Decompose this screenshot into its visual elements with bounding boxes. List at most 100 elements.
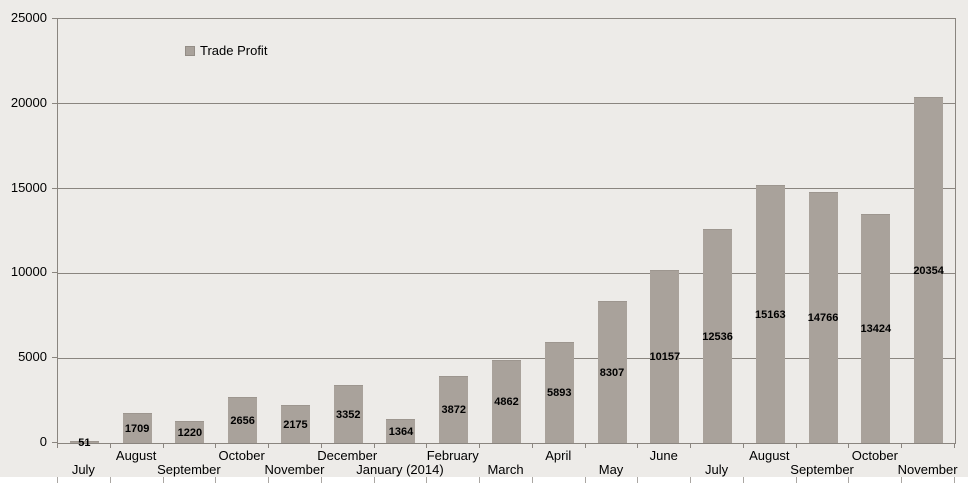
- x-axis-tick: [426, 443, 427, 448]
- bar-value-label: 14766: [807, 312, 839, 324]
- bottom-strip-tick: [163, 477, 164, 483]
- x-axis-label: October: [218, 448, 265, 463]
- bar-november[interactable]: [281, 405, 310, 443]
- gridline: [58, 188, 955, 190]
- y-axis-label: 0: [39, 434, 47, 449]
- y-axis-label: 20000: [10, 94, 47, 110]
- bar-september[interactable]: [175, 421, 204, 443]
- y-axis-label: 10000: [10, 264, 47, 280]
- x-axis-tick: [637, 443, 638, 448]
- bottom-strip-tick: [268, 477, 269, 483]
- bar-june[interactable]: [650, 270, 679, 443]
- bar-october[interactable]: [228, 397, 257, 443]
- x-axis-label: May: [598, 462, 624, 477]
- bottom-strip-tick: [796, 477, 797, 483]
- x-axis-label: July: [704, 462, 729, 477]
- x-axis-tick: [321, 443, 322, 448]
- x-axis-label: October: [851, 448, 898, 463]
- gridline: [58, 103, 955, 105]
- bar-july[interactable]: [70, 441, 99, 443]
- x-axis-label: June: [649, 448, 678, 463]
- bottom-strip-tick: [321, 477, 322, 483]
- x-axis-label: November: [264, 462, 325, 477]
- gridline: [58, 357, 955, 359]
- bottom-strip-tick: [110, 477, 111, 483]
- bar-august[interactable]: [756, 185, 785, 443]
- x-axis-label: July: [71, 462, 95, 477]
- y-axis-label: 5000: [18, 349, 47, 365]
- bar-value-label: 51: [78, 436, 91, 449]
- bar-february[interactable]: [439, 376, 468, 443]
- x-axis-tick: [268, 443, 269, 448]
- x-axis-label: January (2014): [356, 462, 444, 477]
- x-axis-label: February: [426, 448, 479, 463]
- x-axis-label: December: [317, 448, 378, 463]
- y-axis-tick: [52, 272, 57, 274]
- bar-january-2014-[interactable]: [386, 419, 415, 443]
- y-axis-label: 25000: [10, 10, 47, 25]
- plot-area: 51 1709 1220 2656 2175 3352 1364 3872 4862 5893 83…: [57, 18, 956, 449]
- bottom-axis-strip: [0, 477, 968, 486]
- legend-series-marker-icon: [185, 45, 195, 56]
- y-axis-tick: [52, 357, 57, 359]
- bar-value-label: 5893: [547, 387, 572, 399]
- x-axis-label: April: [545, 448, 572, 463]
- bar-value-label: 1709: [124, 422, 150, 435]
- bottom-strip-tick: [532, 477, 533, 483]
- x-axis-tick: [743, 443, 744, 448]
- bottom-strip-tick: [954, 477, 955, 483]
- x-axis-label: September: [157, 462, 221, 477]
- bar-value-label: 20354: [913, 264, 944, 277]
- x-axis-tick: [532, 443, 533, 448]
- x-axis-tick: [796, 443, 797, 448]
- bar-value-label: 13424: [860, 323, 892, 335]
- x-axis-tick: [110, 443, 111, 448]
- x-axis-tick: [57, 443, 58, 448]
- bottom-strip-tick: [426, 477, 427, 483]
- x-axis-tick: [848, 443, 849, 448]
- x-axis-tick: [163, 443, 164, 448]
- bar-september[interactable]: [809, 192, 838, 443]
- bar-may[interactable]: [598, 301, 627, 443]
- x-axis-label: November: [897, 462, 958, 477]
- x-axis-label: August: [115, 448, 157, 463]
- bar-july[interactable]: [703, 229, 732, 443]
- bar-value-label: 10157: [649, 351, 681, 363]
- bar-april[interactable]: [545, 342, 574, 443]
- bar-october[interactable]: [861, 214, 890, 443]
- bar-value-label: 1364: [388, 425, 414, 438]
- bar-value-label: 1220: [177, 426, 203, 439]
- x-axis-tick: [901, 443, 902, 448]
- bottom-strip-tick: [848, 477, 849, 483]
- x-axis-label: August: [749, 448, 790, 463]
- bar-value-label: 3352: [335, 408, 361, 421]
- x-axis-tick: [690, 443, 691, 448]
- bar-december[interactable]: [334, 385, 363, 443]
- y-axis-tick: [52, 187, 57, 189]
- y-axis-tick: [52, 102, 57, 104]
- bar-november[interactable]: [914, 97, 943, 443]
- bar-value-label: 2175: [283, 418, 308, 431]
- bar-value-label: 15163: [755, 308, 786, 321]
- bar-value-label: 8307: [599, 366, 625, 379]
- bottom-strip-tick: [637, 477, 638, 483]
- legend[interactable]: Trade Profit: [185, 43, 267, 58]
- bottom-strip-tick: [479, 477, 480, 483]
- bottom-strip-tick: [57, 477, 58, 483]
- bar-value-label: 4862: [494, 396, 519, 408]
- gridline: [58, 272, 955, 274]
- bottom-strip-tick: [585, 477, 586, 483]
- bar-value-label: 12536: [702, 330, 733, 343]
- bottom-strip-tick: [215, 477, 216, 483]
- bar-value-label: 2656: [230, 414, 255, 427]
- x-axis-label: March: [487, 462, 524, 477]
- y-axis-tick: [52, 442, 57, 443]
- x-axis-tick: [479, 443, 480, 448]
- x-axis-tick: [374, 443, 375, 448]
- bar-august[interactable]: [123, 413, 152, 443]
- bar-value-label: 3872: [441, 404, 466, 416]
- bar-march[interactable]: [492, 360, 521, 443]
- bottom-strip-tick: [690, 477, 691, 483]
- x-axis-label: September: [790, 462, 854, 477]
